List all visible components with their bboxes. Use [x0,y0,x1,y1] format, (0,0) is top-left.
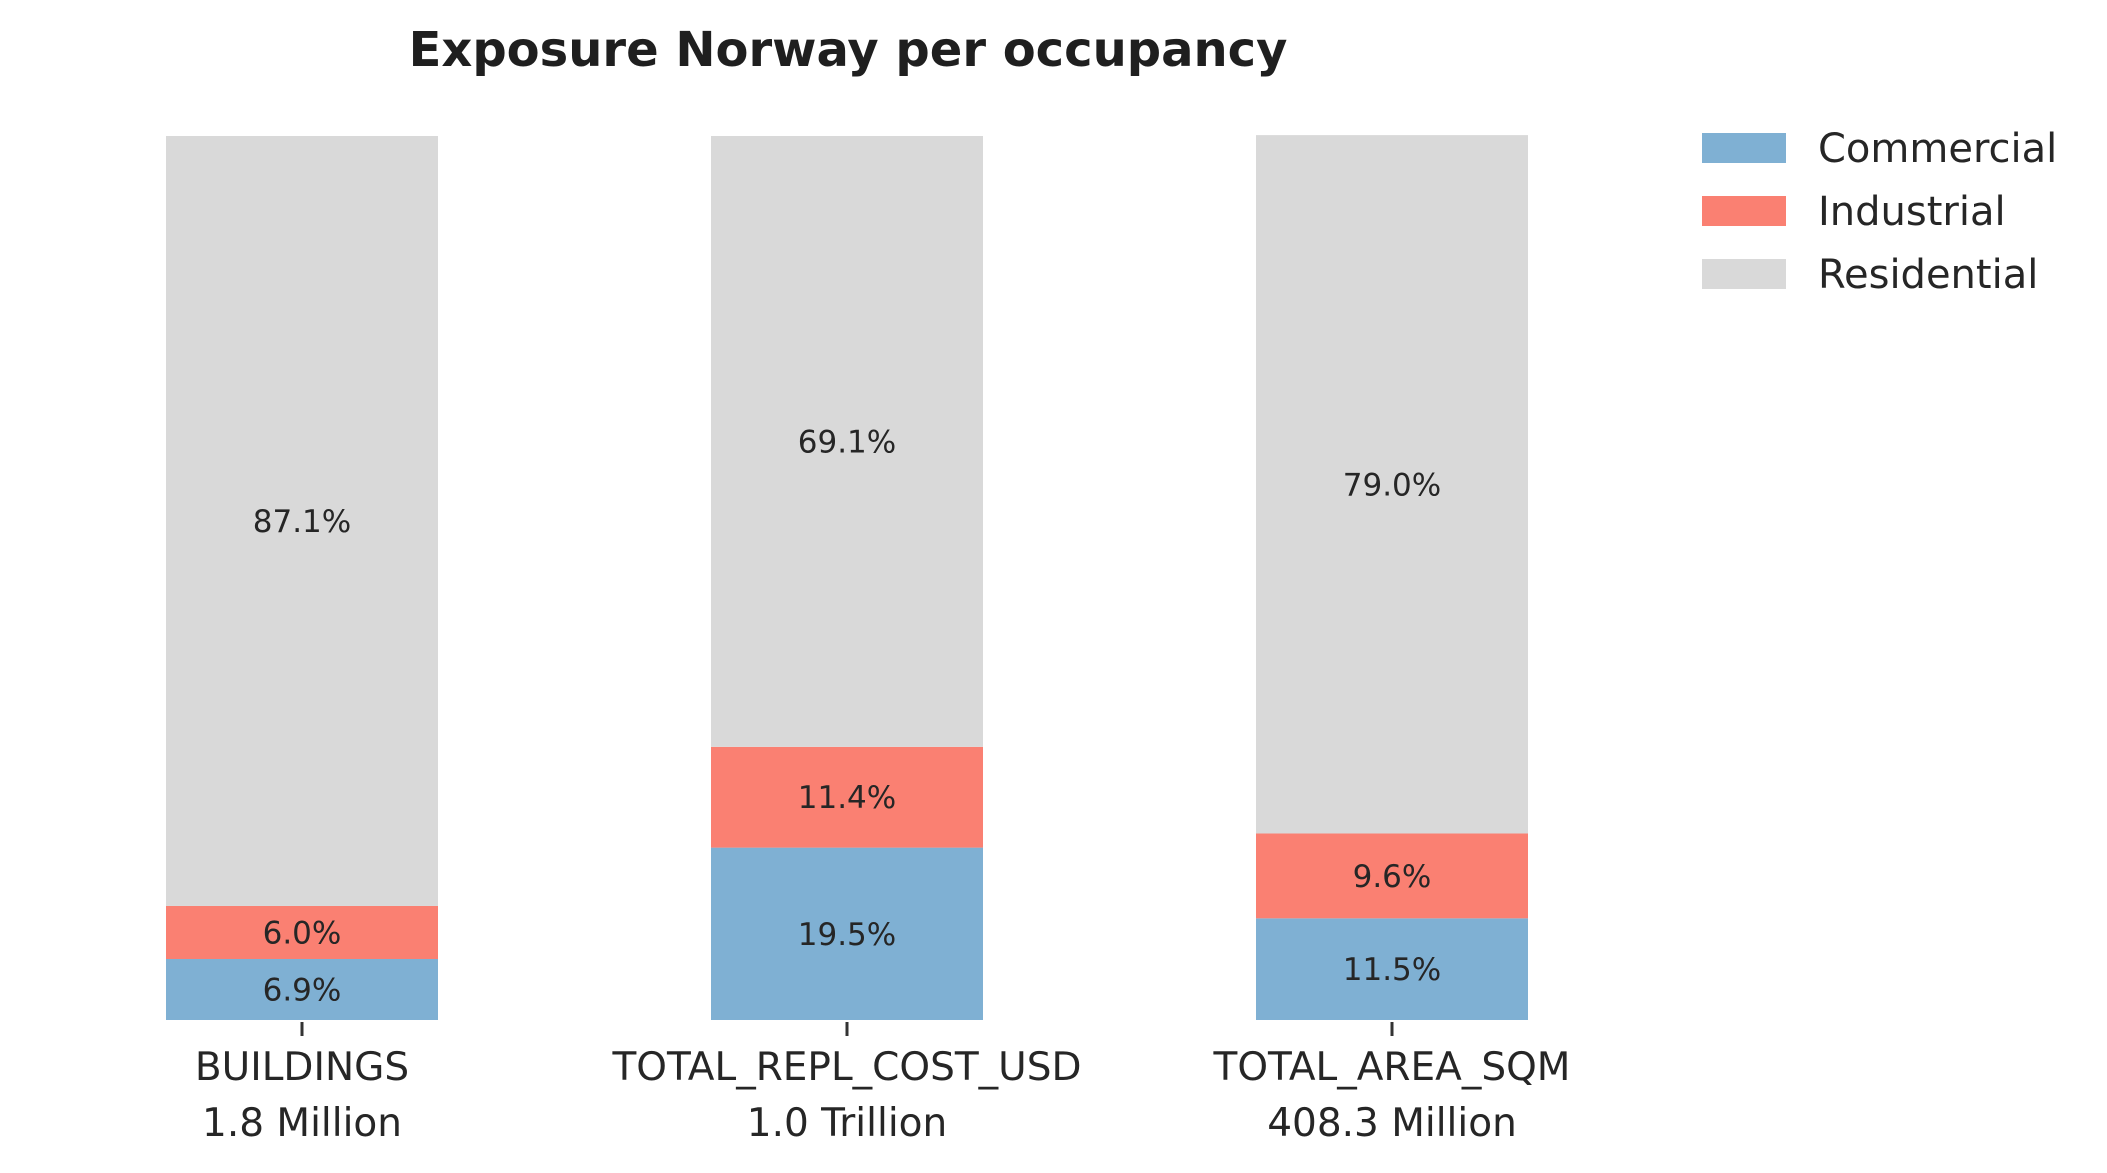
data-label-industrial-1: 6.0% [263,915,342,951]
legend-swatch-commercial [1702,133,1786,163]
legend-label-industrial: Industrial [1818,189,2006,235]
x-tick-total-2: 1.0 Trillion [747,1101,947,1146]
legend-label-commercial: Commercial [1818,126,2057,172]
legend-label-residential: Residential [1818,252,2038,298]
bar-segment-residential-3 [1256,135,1528,834]
chart-title: Exposure Norway per occupancy [409,22,1288,78]
data-label-commercial-1: 6.9% [263,973,342,1009]
data-label-industrial-2: 11.4% [798,780,896,816]
legend-swatch-residential [1702,259,1786,289]
x-tick-label-3: TOTAL_AREA_SQM [1213,1045,1571,1090]
x-axis: BUILDINGS 1.8 Million TOTAL_REPL_COST_USD 1… [195,1022,1571,1146]
bar-segment-commercial-1 [166,959,438,1020]
data-label-residential-2: 69.1% [798,424,896,460]
bar-segment-residential-2 [711,136,983,747]
bars-group: 6.9% 6.0% 87.1% 19.5% 11.4% 69.1% 11.5% 9.6% 79.… [166,135,1528,1020]
x-tick-total-3: 408.3 Million [1267,1101,1517,1146]
legend: Commercial Industrial Residential [1702,126,2057,298]
x-tick-label-2: TOTAL_REPL_COST_USD [611,1045,1081,1090]
bar-segment-industrial-3 [1256,833,1528,919]
x-tick-label-1: BUILDINGS [195,1045,409,1090]
data-label-industrial-3: 9.6% [1353,859,1432,895]
bar-segment-industrial-2 [711,746,983,848]
data-label-commercial-3: 11.5% [1343,952,1441,988]
data-label-commercial-2: 19.5% [798,917,896,953]
legend-swatch-industrial [1702,196,1786,226]
bar-segment-residential-1 [166,136,438,906]
data-label-residential-3: 79.0% [1343,467,1441,503]
data-label-residential-1: 87.1% [253,504,351,540]
x-tick-total-1: 1.8 Million [202,1101,402,1146]
bar-segment-commercial-3 [1256,918,1528,1020]
bar-segment-commercial-2 [711,847,983,1020]
bar-segment-industrial-1 [166,905,438,960]
